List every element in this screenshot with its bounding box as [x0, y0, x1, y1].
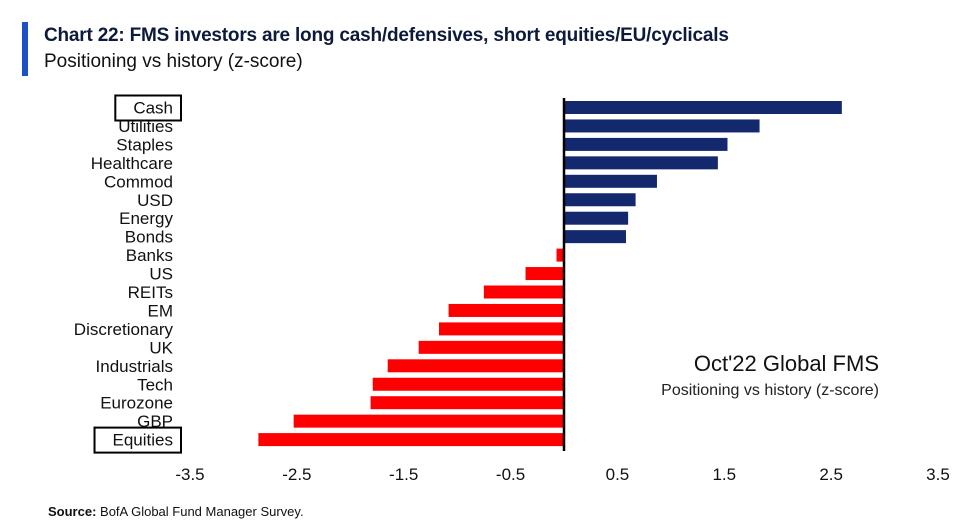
bar-tech — [372, 377, 564, 391]
category-label: REITs — [128, 283, 173, 302]
category-label: Discretionary — [74, 320, 174, 339]
x-tick-label: -3.5 — [175, 465, 204, 484]
category-label: Equities — [113, 431, 173, 450]
annotation-subtitle: Positioning vs history (z-score) — [661, 382, 879, 399]
bar-equities — [258, 433, 564, 447]
bar-us — [525, 267, 564, 281]
bar-uk — [418, 340, 564, 354]
bar-commod — [564, 174, 657, 188]
category-label: UK — [149, 338, 173, 357]
category-label: EM — [148, 301, 174, 320]
category-label: Banks — [126, 246, 173, 265]
highlight-box — [114, 94, 182, 122]
chart-title: Chart 22: FMS investors are long cash/de… — [44, 25, 729, 46]
bar-healthcare — [564, 156, 718, 170]
category-label: Industrials — [96, 357, 173, 376]
category-label: US — [149, 265, 173, 284]
x-tick-label: -2.5 — [282, 465, 311, 484]
annotation-title: Oct'22 Global FMS — [693, 351, 879, 376]
bar-utilities — [564, 119, 760, 133]
bar-usd — [564, 193, 636, 207]
category-label: Staples — [116, 135, 173, 154]
x-tick-label: -0.5 — [496, 465, 525, 484]
category-label: USD — [137, 191, 173, 210]
chart-subtitle: Positioning vs history (z-score) — [44, 51, 303, 72]
category-label: GBP — [137, 412, 173, 431]
bar-energy — [564, 211, 629, 225]
x-tick-label: -1.5 — [389, 465, 418, 484]
x-tick-label: 0.5 — [606, 465, 630, 484]
category-label: Eurozone — [100, 394, 173, 413]
category-label: Tech — [137, 375, 173, 394]
bar-banks — [556, 248, 564, 262]
category-label: Energy — [119, 209, 173, 228]
category-label: Cash — [133, 99, 173, 118]
x-tick-label: 2.5 — [819, 465, 843, 484]
highlight-box — [93, 426, 182, 454]
source-text: BofA Global Fund Manager Survey. — [96, 504, 304, 519]
source-label: Source: — [48, 504, 97, 519]
bar-staples — [564, 137, 728, 151]
accent-bar — [22, 22, 28, 76]
bar-industrials — [387, 359, 564, 373]
bar-cash — [564, 101, 842, 114]
bar-em — [448, 303, 564, 317]
category-label: Commod — [104, 172, 173, 191]
bar-gbp — [293, 414, 564, 428]
category-label: Utilities — [118, 117, 173, 136]
bar-reits — [483, 285, 564, 299]
category-label: Bonds — [125, 228, 173, 247]
x-tick-label: 3.5 — [926, 465, 950, 484]
bar-bonds — [564, 230, 626, 244]
bar-discretionary — [438, 322, 564, 336]
x-tick-label: 1.5 — [712, 465, 736, 484]
category-label: Healthcare — [91, 154, 173, 173]
source-note: Source: BofA Global Fund Manager Survey. — [48, 504, 304, 519]
bar-eurozone — [370, 396, 564, 410]
